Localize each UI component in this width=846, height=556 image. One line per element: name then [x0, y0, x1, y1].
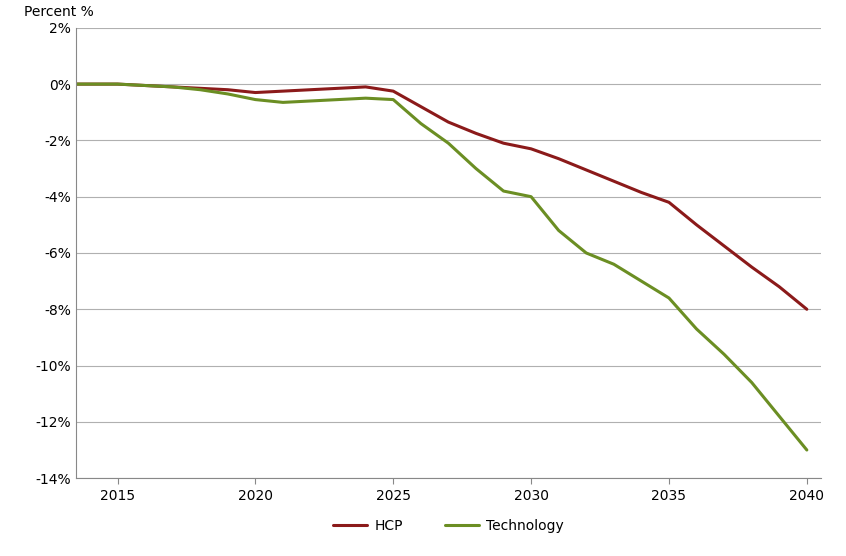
Technology	[498, 188, 508, 195]
Technology	[277, 99, 288, 106]
Technology	[581, 250, 591, 256]
HCP	[553, 155, 563, 162]
HCP	[333, 85, 343, 92]
Technology	[195, 86, 206, 93]
Technology	[415, 120, 426, 127]
HCP	[388, 88, 398, 95]
Technology	[113, 81, 123, 87]
HCP	[664, 199, 674, 206]
HCP	[415, 103, 426, 110]
Technology	[691, 326, 701, 332]
HCP	[719, 242, 729, 249]
Technology	[747, 379, 757, 386]
Legend: HCP, Technology: HCP, Technology	[327, 514, 569, 539]
Technology	[360, 95, 371, 102]
Line: HCP: HCP	[63, 84, 807, 309]
Technology	[609, 261, 619, 267]
HCP	[636, 189, 646, 196]
HCP	[360, 83, 371, 90]
Technology	[388, 96, 398, 103]
Technology	[443, 140, 453, 147]
Technology	[802, 446, 812, 453]
Technology	[553, 227, 563, 234]
HCP	[747, 264, 757, 270]
Technology	[168, 83, 178, 90]
HCP	[305, 86, 316, 93]
Technology	[305, 98, 316, 105]
Technology	[250, 96, 261, 103]
Technology	[664, 295, 674, 301]
Technology	[471, 165, 481, 172]
Text: Percent %: Percent %	[24, 5, 94, 19]
Technology	[333, 96, 343, 103]
HCP	[168, 83, 178, 90]
HCP	[443, 119, 453, 126]
HCP	[498, 140, 508, 147]
HCP	[58, 81, 68, 87]
HCP	[774, 284, 784, 290]
HCP	[250, 89, 261, 96]
HCP	[581, 167, 591, 173]
Technology	[222, 91, 233, 97]
HCP	[113, 81, 123, 87]
HCP	[222, 86, 233, 93]
HCP	[85, 81, 95, 87]
HCP	[277, 88, 288, 95]
HCP	[526, 146, 536, 152]
Technology	[636, 278, 646, 285]
Technology	[719, 351, 729, 358]
Technology	[526, 193, 536, 200]
Technology	[85, 81, 95, 87]
Technology	[774, 413, 784, 420]
HCP	[609, 178, 619, 185]
Technology	[140, 82, 150, 89]
Line: Technology: Technology	[63, 84, 807, 450]
Technology	[58, 81, 68, 87]
HCP	[471, 130, 481, 137]
HCP	[691, 221, 701, 228]
HCP	[140, 82, 150, 89]
HCP	[195, 85, 206, 92]
HCP	[802, 306, 812, 312]
